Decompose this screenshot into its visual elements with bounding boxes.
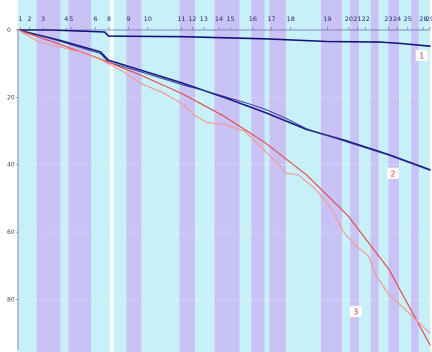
band-11 xyxy=(214,0,240,352)
band-15 xyxy=(269,0,287,352)
series-label-1: 1 xyxy=(419,51,424,60)
band-7 xyxy=(126,0,142,352)
band-17 xyxy=(320,0,343,352)
y-tick-40: 40 xyxy=(7,162,15,169)
band-26 xyxy=(418,0,430,352)
top-tick-16: 16 xyxy=(249,15,257,23)
band-25 xyxy=(411,0,419,352)
series-line-1 xyxy=(17,29,431,47)
band-3 xyxy=(68,0,92,352)
band-13 xyxy=(251,0,265,352)
band-4 xyxy=(91,0,110,352)
y-tick-0: 0 xyxy=(7,27,11,34)
top-tick-14: 14 xyxy=(215,15,223,23)
top-tick-29: 29 xyxy=(426,15,432,23)
top-tick-5: 5 xyxy=(69,15,73,23)
top-tick-12: 12 xyxy=(188,15,196,23)
band-5 xyxy=(109,0,114,352)
y-tick-80: 80 xyxy=(7,296,15,303)
series-line-aux-2 xyxy=(17,29,431,171)
top-tick-22: 22 xyxy=(362,15,370,23)
top-tick-10: 10 xyxy=(144,15,152,23)
top-tick-19: 19 xyxy=(323,15,331,23)
series-label-box-1 xyxy=(415,49,429,62)
top-tick-1: 1 xyxy=(18,15,22,23)
top-tick-3: 3 xyxy=(41,15,45,23)
top-tick-labels: 1 2 3 4 5 6 8 9 10 11 12 13 14 15 16 17 18 19 20 21 22 23 24 25… xyxy=(18,15,432,30)
background-bands xyxy=(18,0,430,352)
series-label-3: 3 xyxy=(353,307,358,316)
top-tick-13: 13 xyxy=(200,15,208,23)
series-labels: 1 2 3 xyxy=(349,49,429,318)
top-tick-23: 23 xyxy=(384,15,392,23)
top-tick-15: 15 xyxy=(226,15,234,23)
series-line-aux-4 xyxy=(17,29,431,334)
top-tick-17: 17 xyxy=(267,15,275,23)
top-tick-6: 6 xyxy=(93,15,97,23)
band-20 xyxy=(359,0,371,352)
series-lines xyxy=(17,29,431,346)
band-12 xyxy=(239,0,252,352)
band-10 xyxy=(195,0,215,352)
band-0 xyxy=(18,0,37,352)
band-21 xyxy=(370,0,379,352)
band-24 xyxy=(399,0,412,352)
series-label-box-2 xyxy=(386,167,400,180)
top-tick-9: 9 xyxy=(126,15,130,23)
band-16 xyxy=(286,0,321,352)
y-tick-labels: 0 20 40 60 80 xyxy=(7,27,18,303)
top-tick-11: 11 xyxy=(177,15,185,23)
band-14 xyxy=(264,0,270,352)
top-tick-24: 24 xyxy=(393,15,401,23)
top-tick-18: 18 xyxy=(287,15,295,23)
top-tick-21: 21 xyxy=(353,15,361,23)
band-1 xyxy=(36,0,61,352)
band-19 xyxy=(350,0,360,352)
band-22 xyxy=(378,0,389,352)
band-9 xyxy=(179,0,196,352)
y-tick-60: 60 xyxy=(7,229,15,236)
band-18 xyxy=(342,0,351,352)
series-label-2: 2 xyxy=(390,169,395,178)
top-tick-8: 8 xyxy=(107,15,111,23)
top-tick-25: 25 xyxy=(404,15,412,23)
top-tick-4: 4 xyxy=(64,15,68,23)
top-tick-20: 20 xyxy=(345,15,353,23)
band-6 xyxy=(113,0,127,352)
y-tick-20: 20 xyxy=(7,94,15,101)
band-8 xyxy=(141,0,180,352)
band-2 xyxy=(60,0,69,352)
series-label-box-3 xyxy=(349,305,363,318)
top-tick-2: 2 xyxy=(27,15,31,23)
top-tick-28: 28 xyxy=(419,15,427,23)
